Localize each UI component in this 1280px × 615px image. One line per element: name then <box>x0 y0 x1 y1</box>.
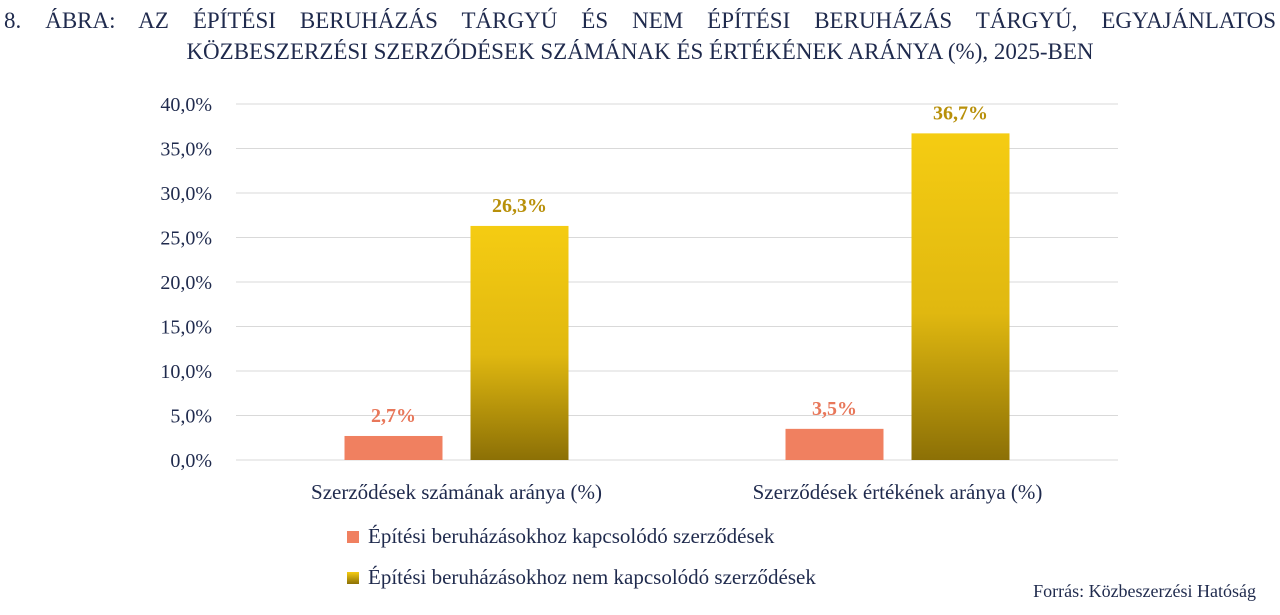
x-category-label: Szerződések számának aránya (%) <box>311 480 602 504</box>
legend-label-construction: Építési beruházásokhoz kapcsolódó szerző… <box>368 524 775 548</box>
y-tick-label: 25,0% <box>160 228 212 250</box>
y-axis-tick-labels: 0,0% 5,0% 10,0% 15,0% 20,0% 25,0% 30,0% 35,0% 40… <box>160 94 212 472</box>
y-tick-label: 30,0% <box>160 183 212 205</box>
bar-construction <box>344 435 443 460</box>
y-tick-label: 35,0% <box>160 139 212 161</box>
data-label: 36,7% <box>933 102 988 124</box>
bar-chart: 0,0% 5,0% 10,0% 15,0% 20,0% 25,0% 30,0% 35,0% 40… <box>160 94 1118 504</box>
legend-swatch-non-construction <box>347 571 359 584</box>
y-tick-label: 20,0% <box>160 272 212 294</box>
figure-title-line-1: 8. ÁBRA: AZ ÉPÍTÉSI BERUHÁZÁS TÁRGYÚ ÉS … <box>4 8 1276 33</box>
y-tick-label: 0,0% <box>170 450 212 472</box>
data-labels: 2,7% 26,3% 3,5% 36,7% <box>371 102 988 427</box>
y-tick-label: 10,0% <box>160 361 212 383</box>
data-label: 2,7% <box>371 405 416 427</box>
y-tick-label: 5,0% <box>170 406 212 428</box>
bar-non-construction <box>470 225 569 460</box>
legend-item-construction: Építési beruházásokhoz kapcsolódó szerző… <box>347 524 774 549</box>
data-label: 3,5% <box>812 398 857 420</box>
y-tick-label: 15,0% <box>160 317 212 339</box>
bars <box>344 133 1010 460</box>
legend-swatch-construction <box>347 530 359 543</box>
figure-title-line-2: KÖZBESZERZÉSI SZERZŐDÉSEK SZÁMÁNAK ÉS ÉR… <box>186 39 1094 64</box>
data-label: 26,3% <box>492 195 547 217</box>
y-tick-label: 40,0% <box>160 94 212 116</box>
x-category-label: Szerződések értékének aránya (%) <box>753 480 1043 504</box>
legend-label-non-construction: Építési beruházásokhoz nem kapcsolódó sz… <box>368 565 816 589</box>
x-axis-category-labels: Szerződések számának aránya (%) Szerződés… <box>311 480 1042 504</box>
bar-construction <box>785 428 884 460</box>
source-note: Forrás: Közbeszerzési Hatóság <box>1033 581 1256 601</box>
bar-non-construction <box>911 133 1010 460</box>
legend-item-non-construction: Építési beruházásokhoz nem kapcsolódó sz… <box>347 565 816 590</box>
